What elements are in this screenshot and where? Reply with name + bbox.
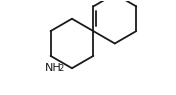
Text: NH: NH — [45, 63, 62, 73]
Text: 2: 2 — [58, 65, 63, 73]
